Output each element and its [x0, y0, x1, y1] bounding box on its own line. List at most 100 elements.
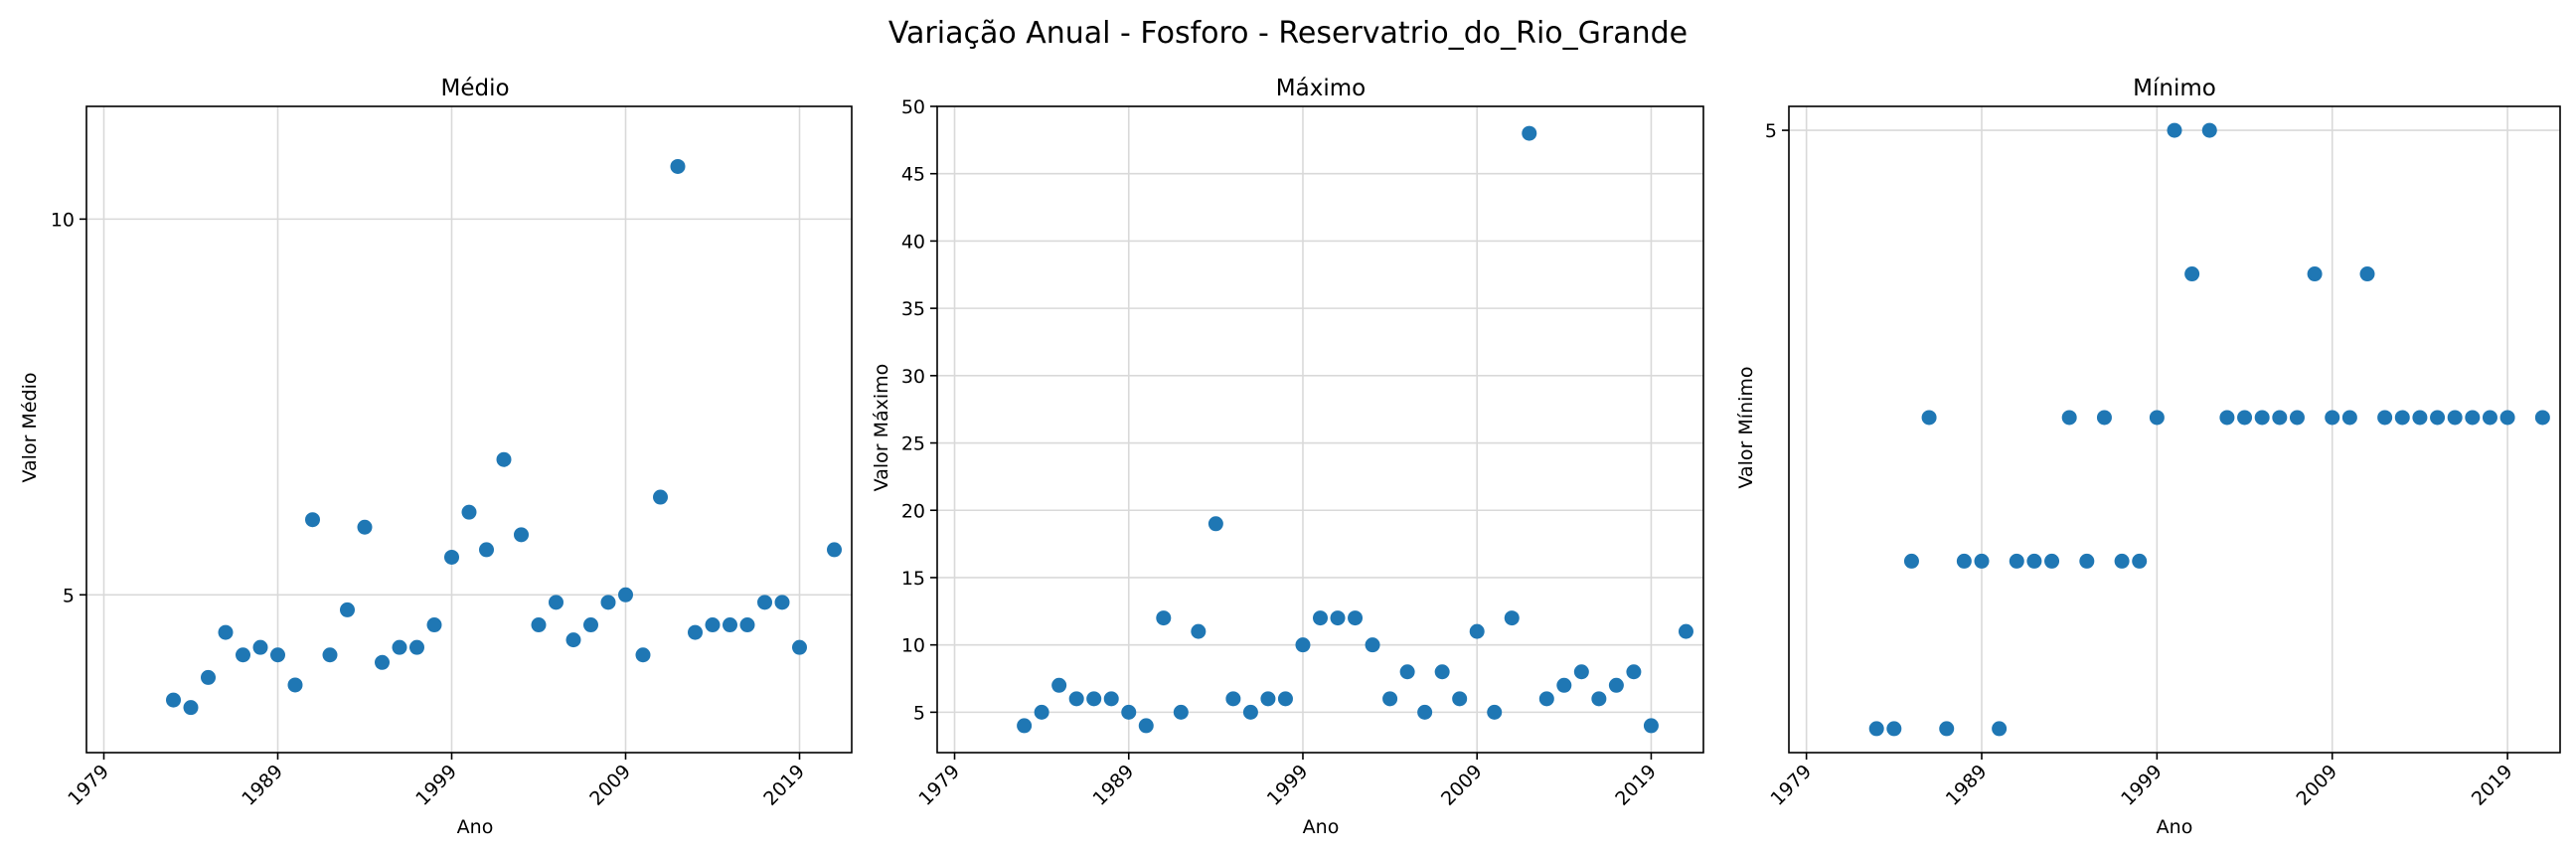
data-point [618, 587, 633, 602]
data-point [322, 647, 338, 663]
x-tick-label: 1989 [1089, 761, 1139, 810]
data-point [1417, 704, 1433, 720]
panel-minimo: Mínimo Valor Mínimo Ano [1735, 76, 2216, 838]
data-point [1260, 691, 1276, 707]
y-tick-label: 35 [901, 298, 925, 320]
data-point [166, 692, 181, 708]
data-point [1886, 721, 1902, 737]
panel-medio-plot-area: 1979 1989 1999 2009 2019 5 10 [51, 105, 853, 810]
y-tick-label: 10 [51, 209, 75, 231]
panel-medio-title: Médio [440, 76, 509, 101]
y-tick-label: 15 [901, 568, 925, 590]
data-point [479, 542, 494, 558]
x-tick-label: 1979 [1766, 761, 1816, 810]
data-point [2377, 410, 2393, 426]
data-point [1103, 691, 1119, 707]
data-point [1608, 677, 1624, 693]
data-point [2061, 410, 2077, 426]
data-point [1643, 718, 1659, 734]
panel-minimo-title: Mínimo [2133, 76, 2216, 101]
x-tick-label: 1989 [1942, 761, 1992, 810]
axes-frame [936, 105, 1704, 754]
data-point [270, 647, 285, 663]
data-point [1242, 704, 1258, 720]
data-point [1295, 637, 1311, 653]
data-point [2465, 410, 2481, 426]
data-point [409, 639, 424, 655]
data-point [2325, 410, 2340, 426]
data-point [1313, 610, 1328, 626]
data-point [461, 504, 477, 520]
axes-frame [1788, 105, 2561, 754]
data-point [2237, 410, 2253, 426]
data-point [1330, 610, 1346, 626]
data-point [827, 542, 842, 558]
data-point [2114, 553, 2130, 569]
x-tick-label: 1979 [914, 761, 964, 810]
x-tick-label: 2009 [585, 761, 635, 810]
data-point [1051, 677, 1067, 693]
data-point [723, 617, 737, 633]
data-point [1434, 664, 1450, 680]
data-point [1068, 691, 1084, 707]
data-point [1173, 704, 1189, 720]
data-point [1277, 691, 1293, 707]
data-point [2219, 410, 2235, 426]
data-point [252, 639, 268, 655]
y-tick-label: 30 [901, 366, 925, 388]
x-tick-label: 1979 [64, 761, 113, 810]
panel-maximo-xlabel: Ano [1303, 816, 1340, 838]
data-point [1504, 610, 1520, 626]
data-point [183, 700, 199, 716]
data-point [1939, 721, 1955, 737]
x-tick-label: 2009 [1437, 761, 1487, 810]
data-point [739, 617, 755, 633]
data-point [670, 158, 686, 174]
axes-frame [85, 105, 853, 754]
x-tick-label: 2019 [1611, 761, 1661, 810]
data-point [1399, 664, 1415, 680]
data-point [1522, 125, 1537, 141]
data-point [2394, 410, 2410, 426]
data-point [1538, 691, 1554, 707]
data-point [1626, 664, 1642, 680]
panel-medio-ylabel: Valor Médio [19, 373, 41, 483]
panel-minimo-plot-area: 1979 1989 1999 2009 2019 5 [1765, 105, 2561, 810]
data-point [2359, 266, 2375, 282]
y-tick-label: 5 [913, 702, 925, 724]
data-point [1678, 623, 1693, 639]
data-point [2307, 266, 2323, 282]
data-point [1487, 704, 1503, 720]
data-point [1365, 637, 1380, 653]
data-point [2096, 410, 2112, 426]
data-point [236, 647, 250, 663]
data-point [1903, 553, 1919, 569]
data-point [2149, 410, 2165, 426]
data-point [549, 595, 564, 610]
data-point [2184, 266, 2200, 282]
data-point [1034, 704, 1049, 720]
data-point [1469, 623, 1485, 639]
panel-medio: Médio Valor Médio Ano [19, 76, 510, 838]
y-tick-label: 50 [901, 96, 925, 118]
panel-minimo-ylabel: Valor Mínimo [1735, 366, 1757, 488]
y-tick-label: 25 [901, 433, 925, 455]
data-point [2044, 553, 2060, 569]
data-point [1138, 718, 1154, 734]
data-point [392, 639, 407, 655]
data-point [2499, 410, 2515, 426]
data-point [514, 527, 529, 543]
data-point [1382, 691, 1398, 707]
x-tick-label: 2019 [2468, 761, 2517, 810]
panel-maximo-plot-area: 1979 1989 1999 2009 2019 5 10 15 20 25 30 35 40 45 50 [901, 96, 1704, 810]
data-point [2132, 553, 2148, 569]
data-point [583, 617, 598, 633]
x-tick-label: 1989 [238, 761, 287, 810]
data-point [774, 595, 790, 610]
data-point [1956, 553, 1972, 569]
panel-maximo-title: Máximo [1276, 76, 1366, 101]
data-point [1191, 623, 1207, 639]
x-tick-label: 2009 [2293, 761, 2342, 810]
x-tick-label: 1999 [1263, 761, 1313, 810]
